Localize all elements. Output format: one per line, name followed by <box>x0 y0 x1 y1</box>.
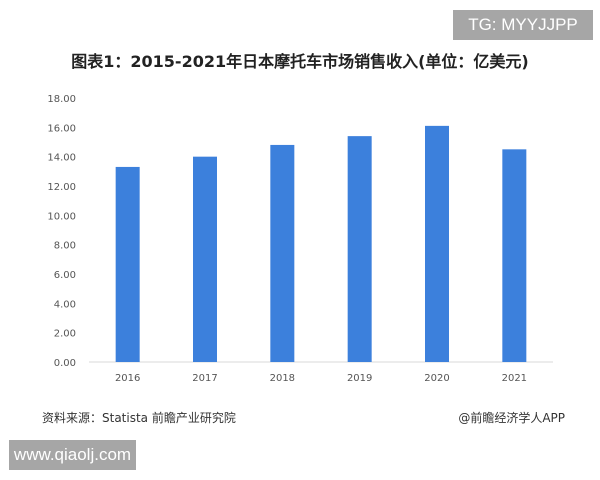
x-tick-label: 2017 <box>192 373 217 384</box>
bar-2019 <box>347 136 372 362</box>
y-tick-label: 10.00 <box>47 211 76 222</box>
y-tick-label: 6.00 <box>54 270 76 281</box>
x-tick-label: 2020 <box>424 373 449 384</box>
bar-2021 <box>502 149 527 362</box>
y-tick-label: 12.00 <box>47 182 76 193</box>
bar-chart: 0.00 2.00 4.00 6.00 8.00 10.00 12.00 14.00 16.00… <box>47 94 553 384</box>
y-tick-label: 8.00 <box>54 241 76 252</box>
credit-note: @前瞻经济学人APP <box>458 411 565 425</box>
y-tick-label: 18.00 <box>47 94 76 105</box>
x-tick-label: 2018 <box>270 373 295 384</box>
bar-2017 <box>193 156 217 362</box>
watermark-tg: TG: MYYJJPP <box>453 10 593 40</box>
x-tick-label: 2016 <box>115 373 140 384</box>
y-tick-label: 0.00 <box>54 358 76 369</box>
y-tick-label: 16.00 <box>47 123 76 134</box>
y-tick-label: 2.00 <box>54 329 76 340</box>
x-tick-label: 2021 <box>502 373 527 384</box>
chart-title: 图表1：2015-2021年日本摩托车市场销售收入(单位：亿美元) <box>71 52 529 71</box>
watermark-url: www.qiaolj.com <box>9 440 136 470</box>
bar-2018 <box>270 144 295 362</box>
y-tick-label: 4.00 <box>54 299 76 310</box>
source-note: 资料来源：Statista 前瞻产业研究院 <box>42 411 236 425</box>
y-tick-label: 14.00 <box>47 153 76 164</box>
bar-2016 <box>115 166 140 362</box>
x-tick-label: 2019 <box>347 373 372 384</box>
bar-2020 <box>425 125 449 362</box>
